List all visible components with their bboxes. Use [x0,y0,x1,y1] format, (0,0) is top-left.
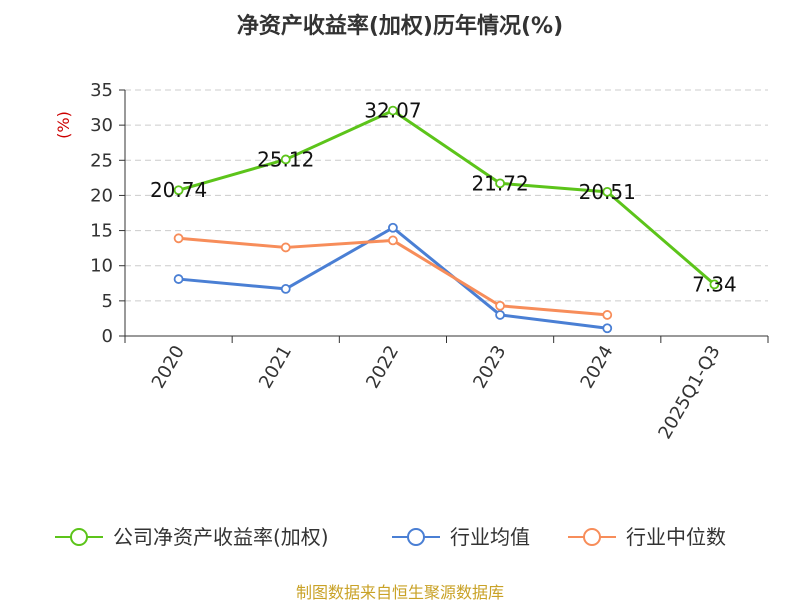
data-label: 20.51 [579,180,636,204]
y-tick-label: 35 [90,80,113,101]
x-tick-label: 2024 [576,342,617,392]
data-point [388,105,398,116]
data-point [280,284,291,294]
data-point [388,235,398,246]
series-lines [173,105,720,334]
x-tick-label: 2021 [255,342,296,392]
series-line-2 [178,236,608,317]
data-point [495,310,505,320]
chart-title: 净资产收益率(加权)历年情况(%) [236,14,564,39]
data-point [495,300,505,311]
legend: 公司净资产收益率(加权) 行业均值 行业中位数 [55,525,726,549]
data-label: 21.72 [471,171,528,195]
series-line-0 [178,109,716,286]
y-tick-label: 15 [90,221,113,242]
data-label: 7.34 [692,272,737,296]
y-tick-label: 10 [90,256,113,277]
grid-lines [125,89,768,302]
data-point [280,154,291,165]
y-tick-label: 20 [90,185,113,206]
y-unit-label: (%) [54,111,73,139]
data-label: 20.74 [150,178,207,202]
data-point [495,178,505,189]
legend-swatch-marker [70,528,88,546]
data-point [173,233,184,244]
x-tick-label: 2025Q1-Q3 [654,342,724,443]
x-tick-label: 2020 [148,342,189,392]
data-point [280,242,291,253]
legend-label: 公司净资产收益率(加权) [113,525,329,549]
legend-label: 行业中位数 [626,525,726,549]
data-label: 25.12 [257,147,314,171]
data-point [602,186,613,197]
data-point [173,274,184,284]
legend-swatch-marker [407,528,425,546]
data-point [388,222,398,233]
data-point [709,279,720,290]
x-tick-label: 2023 [469,342,510,392]
y-tick-label: 5 [102,291,113,312]
y-tick-label: 0 [102,326,113,347]
data-point [602,323,613,334]
data-point [173,185,184,196]
x-tick-label: 2022 [362,342,403,392]
source-note: 制图数据来自恒生聚源数据库 [295,583,504,602]
y-tick-label: 30 [90,115,113,136]
legend-swatch-marker [583,528,601,546]
y-tick-label: 25 [90,150,113,171]
data-labels: 20.74 25.12 32.07 21.72 20.51 7.34 [150,99,737,297]
data-point [602,310,613,320]
legend-label: 行业均值 [450,525,530,549]
data-label: 32.07 [364,99,421,123]
